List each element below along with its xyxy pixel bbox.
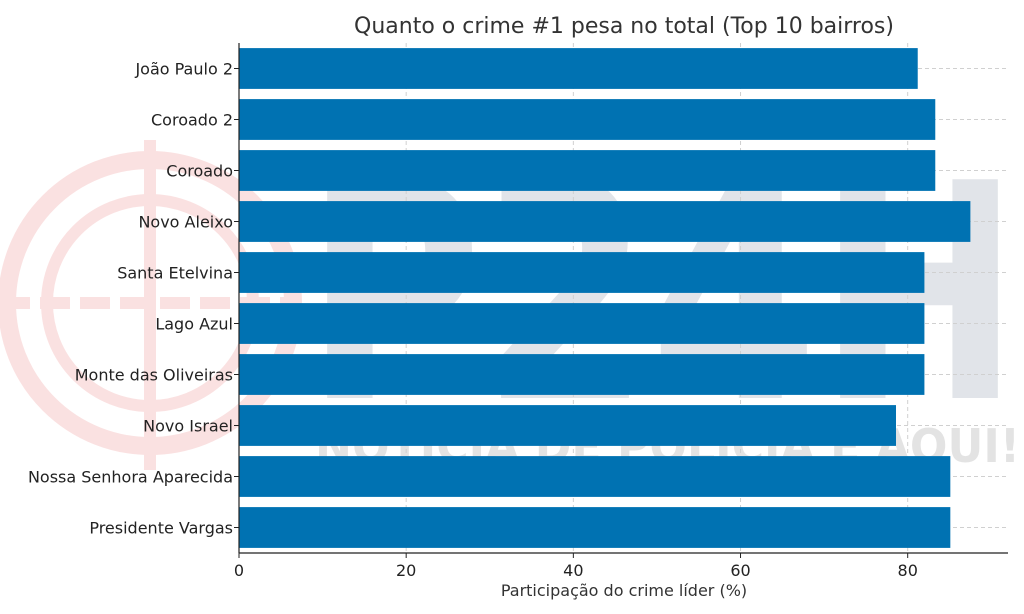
category-label: Presidente Vargas bbox=[89, 519, 233, 538]
x-tick-label: 0 bbox=[234, 561, 244, 580]
bar bbox=[239, 201, 971, 242]
category-label: João Paulo 2 bbox=[134, 60, 233, 79]
category-labels: João Paulo 2 Coroado 2 Coroado Novo Aleixo S… bbox=[28, 60, 233, 538]
category-label: Santa Etelvina bbox=[117, 264, 233, 283]
bar bbox=[239, 456, 951, 497]
bar bbox=[239, 507, 951, 548]
bar bbox=[239, 48, 918, 89]
category-label: Lago Azul bbox=[155, 315, 233, 334]
category-label: Novo Israel bbox=[143, 417, 233, 436]
category-label: Coroado bbox=[166, 162, 233, 181]
x-tick-label: 80 bbox=[898, 561, 918, 580]
category-label: Coroado 2 bbox=[151, 111, 233, 130]
category-label: Monte das Oliveiras bbox=[75, 366, 233, 385]
category-label: Novo Aleixo bbox=[138, 213, 233, 232]
x-axis-label: Participação do crime líder (%) bbox=[501, 581, 747, 600]
bar bbox=[239, 252, 925, 293]
x-tick-label: 60 bbox=[730, 561, 750, 580]
bar bbox=[239, 303, 925, 344]
bar bbox=[239, 405, 896, 446]
bars bbox=[239, 48, 971, 548]
bar bbox=[239, 354, 925, 395]
bar bbox=[239, 99, 936, 140]
x-tick-labels: 0 20 40 60 80 bbox=[234, 561, 918, 580]
chart-title: Quanto o crime #1 pesa no total (Top 10 … bbox=[354, 14, 894, 39]
category-label: Nossa Senhora Aparecida bbox=[28, 468, 233, 487]
x-tick-label: 40 bbox=[563, 561, 583, 580]
x-tick-label: 20 bbox=[396, 561, 416, 580]
bar bbox=[239, 150, 936, 191]
axes bbox=[234, 43, 1008, 558]
